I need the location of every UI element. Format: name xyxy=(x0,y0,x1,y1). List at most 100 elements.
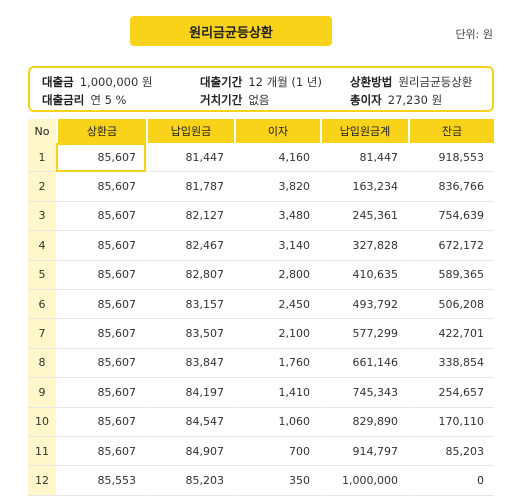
balance-cell: 85,203 xyxy=(408,436,494,467)
table-row: 9 85,607 84,197 1,410 745,343 254,657 xyxy=(28,378,494,408)
loan-amount-label: 대출금 xyxy=(42,75,74,89)
interest-cell: 3,140 xyxy=(234,231,320,261)
table-row: 3 85,607 82,127 3,480 245,361 754,639 xyxy=(28,201,494,232)
cumulative-principal-cell: 914,797 xyxy=(320,436,408,467)
balance-cell: 754,639 xyxy=(408,201,494,232)
balance-cell: 589,365 xyxy=(408,260,494,290)
balance-cell: 422,701 xyxy=(408,319,494,349)
payment-cell: 85,607 xyxy=(56,378,146,408)
row-number: 11 xyxy=(28,436,56,467)
balance-cell: 836,766 xyxy=(408,172,494,202)
grace-period-label: 거치기간 xyxy=(200,93,243,107)
row-number: 8 xyxy=(28,348,56,379)
interest-cell: 1,060 xyxy=(234,407,320,437)
row-number: 9 xyxy=(28,378,56,408)
payment-cell[interactable]: 85,607 xyxy=(56,143,146,173)
interest-cell: 3,820 xyxy=(234,172,320,202)
interest-cell: 1,760 xyxy=(234,348,320,379)
grace-period-value: 없음 xyxy=(248,93,270,107)
balance-cell: 170,110 xyxy=(408,407,494,437)
table-row: 5 85,607 82,807 2,800 410,635 589,365 xyxy=(28,260,494,290)
page-title: 원리금균등상환 xyxy=(130,16,332,46)
cumulative-principal-cell: 661,146 xyxy=(320,348,408,379)
cumulative-principal-cell: 745,343 xyxy=(320,378,408,408)
table-row: 4 85,607 82,467 3,140 327,828 672,172 xyxy=(28,231,494,261)
table-row: 7 85,607 83,507 2,100 577,299 422,701 xyxy=(28,319,494,349)
principal-cell: 81,447 xyxy=(146,143,234,173)
table-body: 1 85,607 81,447 4,160 81,447 918,553 2 85,607 81… xyxy=(28,143,494,496)
grace-period: 거치기간 없음 xyxy=(200,92,270,108)
principal-cell: 82,807 xyxy=(146,260,234,290)
table-row: 11 85,607 84,907 700 914,797 85,203 xyxy=(28,436,494,467)
loan-rate-value: 연 5 % xyxy=(90,93,127,107)
repayment-method-label: 상환방법 xyxy=(350,75,393,89)
balance-cell: 338,854 xyxy=(408,348,494,379)
repayment-method: 상환방법 원리금균등상환 xyxy=(350,74,472,90)
row-number: 3 xyxy=(28,201,56,232)
payment-cell: 85,607 xyxy=(56,407,146,437)
cumulative-principal-cell: 577,299 xyxy=(320,319,408,349)
loan-amount: 대출금 1,000,000 원 xyxy=(42,74,153,90)
loan-rate: 대출금리 연 5 % xyxy=(42,92,126,108)
loan-period-value: 12 개월 (1 년) xyxy=(248,75,322,89)
total-interest: 총이자 27,230 원 xyxy=(350,92,442,108)
principal-cell: 84,547 xyxy=(146,407,234,437)
payment-cell: 85,607 xyxy=(56,260,146,290)
row-number: 5 xyxy=(28,260,56,290)
column-header-cumulative-principal: 납입원금계 xyxy=(320,119,408,143)
column-header-principal: 납입원금 xyxy=(146,119,234,143)
amortization-table: No 상환금 납입원금 이자 납입원금계 잔금 1 85,607 81,447 4,1… xyxy=(28,119,494,496)
balance-cell: 254,657 xyxy=(408,378,494,408)
table-row: 1 85,607 81,447 4,160 81,447 918,553 xyxy=(28,143,494,173)
principal-cell: 81,787 xyxy=(146,172,234,202)
interest-cell: 2,100 xyxy=(234,319,320,349)
payment-cell: 85,607 xyxy=(56,436,146,467)
principal-cell: 82,467 xyxy=(146,231,234,261)
principal-cell: 82,127 xyxy=(146,201,234,232)
row-number: 7 xyxy=(28,319,56,349)
column-header-payment: 상환금 xyxy=(56,119,146,143)
column-header-interest: 이자 xyxy=(234,119,320,143)
table-header-row: No 상환금 납입원금 이자 납입원금계 잔금 xyxy=(28,119,494,143)
table-row: 6 85,607 83,157 2,450 493,792 506,208 xyxy=(28,289,494,320)
payment-cell: 85,607 xyxy=(56,172,146,202)
payment-cell: 85,607 xyxy=(56,201,146,232)
cumulative-principal-cell: 245,361 xyxy=(320,201,408,232)
row-number: 2 xyxy=(28,172,56,202)
table-row: 2 85,607 81,787 3,820 163,234 836,766 xyxy=(28,172,494,202)
table-row: 8 85,607 83,847 1,760 661,146 338,854 xyxy=(28,348,494,379)
column-header-no: No xyxy=(28,119,56,143)
payment-cell: 85,607 xyxy=(56,231,146,261)
cumulative-principal-cell: 410,635 xyxy=(320,260,408,290)
interest-cell: 700 xyxy=(234,436,320,467)
table-row: 10 85,607 84,547 1,060 829,890 170,110 xyxy=(28,407,494,437)
interest-cell: 1,410 xyxy=(234,378,320,408)
loan-period-label: 대출기간 xyxy=(200,75,243,89)
interest-cell: 350 xyxy=(234,466,320,496)
unit-label: 단위: 원 xyxy=(455,28,493,41)
row-number: 4 xyxy=(28,231,56,261)
loan-rate-label: 대출금리 xyxy=(42,93,85,107)
balance-cell: 506,208 xyxy=(408,289,494,320)
cumulative-principal-cell: 829,890 xyxy=(320,407,408,437)
page-title-text: 원리금균등상환 xyxy=(189,25,273,41)
interest-cell: 2,800 xyxy=(234,260,320,290)
row-number: 12 xyxy=(28,466,56,496)
interest-cell: 4,160 xyxy=(234,143,320,173)
loan-info-box: 대출금 1,000,000 원 대출기간 12 개월 (1 년) 상환방법 원리금균등… xyxy=(28,66,494,112)
cumulative-principal-cell: 327,828 xyxy=(320,231,408,261)
principal-cell: 83,847 xyxy=(146,348,234,379)
payment-cell: 85,607 xyxy=(56,319,146,349)
row-number: 10 xyxy=(28,407,56,437)
principal-cell: 83,157 xyxy=(146,289,234,320)
row-number: 6 xyxy=(28,289,56,320)
balance-cell: 0 xyxy=(408,466,494,496)
total-interest-label: 총이자 xyxy=(350,93,382,107)
row-number: 1 xyxy=(28,143,56,173)
payment-cell: 85,607 xyxy=(56,348,146,379)
principal-cell: 83,507 xyxy=(146,319,234,349)
table-row: 12 85,553 85,203 350 1,000,000 0 xyxy=(28,466,494,496)
payment-cell: 85,607 xyxy=(56,289,146,320)
repayment-method-value: 원리금균등상환 xyxy=(398,75,473,89)
cumulative-principal-cell: 1,000,000 xyxy=(320,466,408,496)
